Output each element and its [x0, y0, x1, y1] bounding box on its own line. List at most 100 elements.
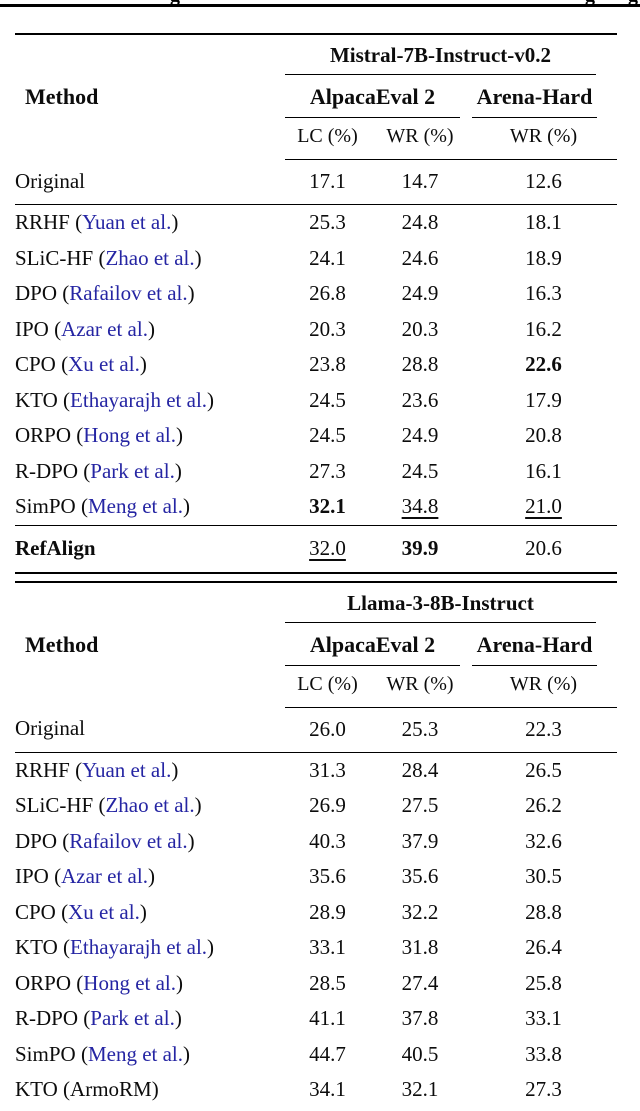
table-row-rrhf: RRHF (Yuan et al.) 31.3 28.4 26.5 [15, 752, 617, 788]
paren-open: ( [54, 316, 62, 341]
metric-value-cell: 22.6 [525, 352, 562, 376]
metric-value-cell: 18.9 [525, 245, 562, 270]
method-name: RefAlign [15, 535, 96, 560]
metric-value-cell: 28.5 [309, 970, 346, 995]
paren-open: ( [61, 352, 69, 376]
method-cell: ORPO (Hong et al.) [15, 966, 285, 1002]
method-column-header: Method [25, 631, 99, 657]
paren-open: ( [63, 387, 71, 412]
citation-link[interactable]: Azar et al. [61, 864, 148, 888]
paren-close: ) [139, 899, 147, 924]
table-row-kto: KTO (Ethayarajh et al.) 33.1 31.8 26.4 [15, 930, 617, 966]
paren-close: ) [207, 387, 215, 412]
paren-close: ) [139, 352, 147, 376]
paren-open: ( [80, 1041, 88, 1066]
model-name-cell: Mistral-7B-Instruct-v0.2 [285, 34, 617, 75]
results-table-mistral: Method Mistral-7B-Instruct-v0.2 AlpacaEval… [15, 33, 618, 574]
paren-open: ( [54, 864, 62, 888]
citation-link[interactable]: Ethayarajh et al. [70, 387, 208, 412]
citation-link[interactable]: Meng et al. [87, 1041, 184, 1066]
metric-value-cell: 27.5 [401, 793, 439, 817]
method-name: ORPO [15, 970, 72, 995]
metric-value-cell: 28.8 [401, 352, 439, 376]
metric-value-cell: 37.8 [401, 1006, 439, 1030]
model-header-row: Method Llama-3-8B-Instruct [15, 582, 617, 657]
table-row-simpo: SimPO (Meng et al.) 44.7 40.5 33.8 [15, 1037, 617, 1073]
citation-link[interactable]: Rafailov et al. [69, 281, 188, 305]
citation-link[interactable]: Rafailov et al. [69, 828, 188, 853]
citation-link[interactable]: Hong et al. [83, 423, 177, 447]
citation-link[interactable]: Park et al. [90, 1006, 175, 1030]
metric-value-cell: 28.9 [309, 899, 346, 924]
col-header-wr: WR (%) [370, 665, 470, 708]
paren-close: ) [171, 757, 179, 782]
paren-close: ) [183, 1041, 191, 1066]
cropped-horizontal-rule [0, 4, 640, 7]
table-row-slic-hf: SLiC-HF (Zhao et al.) 24.1 24.6 18.9 [15, 241, 617, 277]
method-cell: R-DPO (Park et al.) [15, 454, 285, 490]
method-name: SLiC-HF [15, 793, 94, 817]
method-name: ORPO [15, 423, 72, 447]
method-cell: IPO (Azar et al.) [15, 312, 285, 348]
citation-link[interactable]: Hong et al. [83, 970, 177, 995]
metric-value-cell: 33.1 [309, 935, 346, 959]
citation-link[interactable]: Park et al. [90, 458, 175, 483]
metric-value-cell: 26.8 [309, 281, 346, 305]
method-column-header: Method [25, 84, 99, 110]
table-row-orpo: ORPO (Hong et al.) 28.5 27.4 25.8 [15, 966, 617, 1002]
model-name: Llama-3-8B-Instruct [285, 591, 596, 623]
metric-value-cell: 23.8 [309, 352, 346, 376]
paren-close: ) [207, 935, 215, 959]
model-name: Mistral-7B-Instruct-v0.2 [285, 43, 597, 75]
citation-link[interactable]: Azar et al. [61, 316, 148, 341]
method-name: KTO [15, 935, 58, 959]
benchmark-group-row: AlpacaEval 2 Arena-Hard [15, 623, 617, 666]
metric-value-cell: 37.9 [401, 828, 439, 853]
cropped-text-descender: g [585, 0, 595, 7]
table-row-dpo: DPO (Rafailov et al.) 40.3 37.9 32.6 [15, 824, 617, 860]
citation-link[interactable]: Ethayarajh et al. [70, 935, 208, 959]
metric-value-cell: 44.7 [309, 1041, 346, 1066]
paren-open: ( [76, 423, 84, 447]
metric-value-cell: 24.5 [401, 458, 439, 483]
method-cell: KTO (Ethayarajh et al.) [15, 930, 285, 966]
table-row-r-dpo: R-DPO (Park et al.) 27.3 24.5 16.1 [15, 454, 617, 490]
citation-link[interactable]: Yuan et al. [82, 210, 172, 234]
metric-value-cell: 25.3 [370, 707, 470, 753]
col-header-lc: LC (%) [285, 118, 370, 160]
paren-open: ( [80, 494, 88, 518]
method-cell: IPO (Azar et al.) [15, 859, 285, 895]
citation-link[interactable]: Xu et al. [68, 899, 140, 924]
metric-value-cell: 21.0 [525, 494, 562, 518]
metric-value-cell: 47.5 [370, 1108, 470, 1111]
results-table-llama: Method Llama-3-8B-Instruct AlpacaEval 2 Are… [15, 580, 617, 1111]
benchmark-label: AlpacaEval 2 [285, 75, 460, 118]
benchmark-header-arena-hard: Arena-Hard [470, 623, 617, 666]
method-name: CPO [15, 352, 56, 376]
citation-link[interactable]: Meng et al. [87, 494, 184, 518]
metric-value-cell: 26.9 [309, 793, 346, 817]
metric-value-cell: 28.4 [401, 757, 439, 782]
metric-value-cell: 34.8 [401, 494, 439, 518]
citation-link[interactable]: Yuan et al. [82, 757, 172, 782]
citation-link[interactable]: Zhao et al. [105, 793, 195, 817]
paren-open: ( [63, 1077, 71, 1101]
metric-value-cell: 32.1 [401, 1077, 439, 1101]
metric-value-cell: 18.1 [525, 210, 562, 234]
metric-value-cell: 32.0 [285, 524, 370, 573]
method-cell: DPO (ArmoRM) [15, 1108, 285, 1111]
table-row-orpo: ORPO (Hong et al.) 24.5 24.9 20.8 [15, 418, 617, 454]
metric-value-cell: 40.5 [401, 1041, 439, 1066]
paren-close: ) [171, 210, 179, 234]
paren-open: ( [83, 1006, 91, 1030]
metric-value-cell: 26.2 [525, 793, 562, 817]
metric-value-cell: 26.4 [525, 935, 562, 959]
citation-link[interactable]: Zhao et al. [105, 245, 195, 270]
method-cell: KTO (ArmoRM) [15, 1072, 285, 1108]
citation-link[interactable]: Xu et al. [68, 352, 140, 376]
metric-value-cell: 41.1 [309, 1006, 346, 1030]
paren-open: ( [62, 281, 70, 305]
metric-value-cell: 48.2 [285, 1108, 370, 1111]
table-row-dpo: DPO (ArmoRM)48.247.535.2 [15, 1108, 617, 1111]
